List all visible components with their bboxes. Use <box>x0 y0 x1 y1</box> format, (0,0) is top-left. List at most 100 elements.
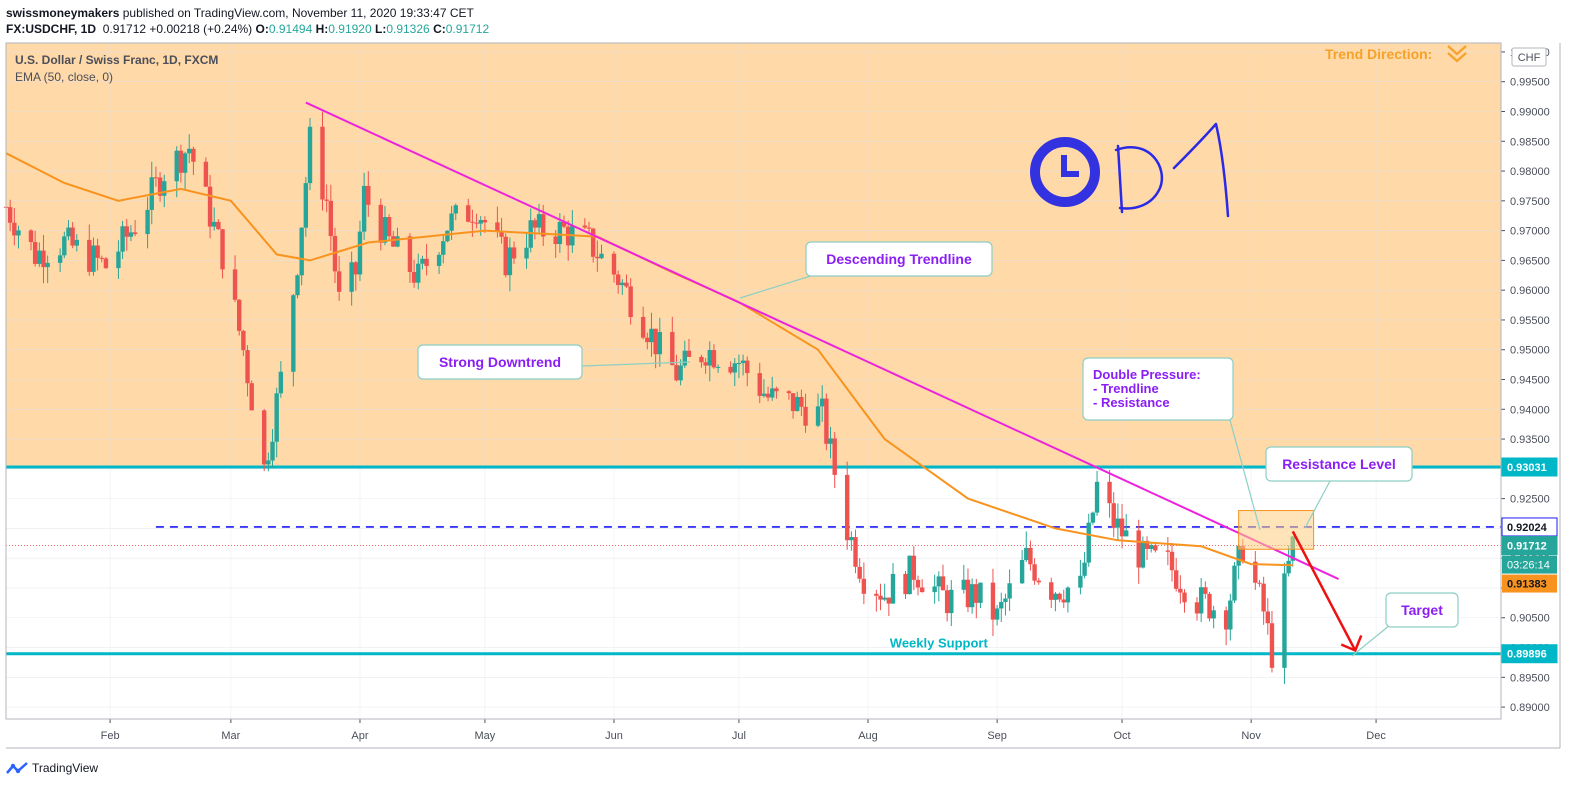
candle[interactable] <box>116 251 121 269</box>
candle[interactable] <box>861 578 867 594</box>
candle[interactable] <box>786 391 792 394</box>
candle[interactable] <box>182 153 188 173</box>
candle[interactable] <box>45 262 50 268</box>
candle[interactable] <box>936 576 942 587</box>
candle[interactable] <box>1119 518 1125 537</box>
candle[interactable] <box>382 217 388 243</box>
candle[interactable] <box>1028 547 1033 565</box>
callout-descending-trendline[interactable] <box>805 241 993 277</box>
candle[interactable] <box>1257 582 1262 584</box>
candle[interactable] <box>1228 600 1233 630</box>
candle[interactable] <box>649 328 654 343</box>
candle[interactable] <box>70 227 75 246</box>
candle[interactable] <box>903 573 908 595</box>
candle[interactable] <box>241 330 246 351</box>
candle[interactable] <box>470 221 475 223</box>
candle[interactable] <box>965 579 971 608</box>
candle[interactable] <box>1032 564 1037 581</box>
candle[interactable] <box>770 388 775 398</box>
candle[interactable] <box>37 250 42 264</box>
candle[interactable] <box>553 236 558 245</box>
candle[interactable] <box>774 388 779 392</box>
candle[interactable] <box>307 126 313 184</box>
candle[interactable] <box>378 204 383 243</box>
candle[interactable] <box>745 360 750 374</box>
candle[interactable] <box>645 337 650 343</box>
candle[interactable] <box>1061 599 1066 603</box>
candle[interactable] <box>12 222 17 236</box>
candle[interactable] <box>1036 580 1041 583</box>
candle[interactable] <box>1140 540 1146 568</box>
candle[interactable] <box>907 555 912 595</box>
candle[interactable] <box>41 250 46 268</box>
candle[interactable] <box>270 441 275 461</box>
candle[interactable] <box>686 350 692 357</box>
candle[interactable] <box>87 239 92 272</box>
candle[interactable] <box>1107 481 1112 504</box>
candle[interactable] <box>178 150 184 173</box>
candle[interactable] <box>615 274 621 286</box>
candle[interactable] <box>561 221 567 227</box>
candle[interactable] <box>407 236 413 273</box>
candle[interactable] <box>682 350 687 366</box>
candle[interactable] <box>499 231 504 237</box>
candle[interactable] <box>328 200 334 237</box>
candle[interactable] <box>336 271 342 292</box>
resistance-price-tag[interactable] <box>1501 457 1558 477</box>
candle[interactable] <box>1203 587 1208 594</box>
candle[interactable] <box>940 576 946 591</box>
candle[interactable] <box>411 272 417 283</box>
candle[interactable] <box>441 241 446 255</box>
candle[interactable] <box>424 258 429 266</box>
candle[interactable] <box>1057 593 1062 600</box>
candle[interactable] <box>436 254 442 266</box>
candle[interactable] <box>1253 561 1258 583</box>
candle[interactable] <box>28 230 34 243</box>
candle[interactable] <box>1269 623 1275 668</box>
candle[interactable] <box>915 579 921 588</box>
candle[interactable] <box>511 247 517 259</box>
candle[interactable] <box>978 582 983 603</box>
candle[interactable] <box>886 597 892 604</box>
candle[interactable] <box>524 247 529 259</box>
candle[interactable] <box>790 393 796 412</box>
candle[interactable] <box>320 126 325 200</box>
candle[interactable] <box>474 222 479 224</box>
candle[interactable] <box>1232 565 1237 601</box>
candle[interactable] <box>191 148 196 162</box>
candle[interactable] <box>820 398 825 407</box>
candle[interactable] <box>1136 530 1141 568</box>
candle[interactable] <box>803 406 808 426</box>
candle[interactable] <box>1086 522 1091 563</box>
candle[interactable] <box>391 236 396 247</box>
candle[interactable] <box>1003 598 1008 602</box>
candle[interactable] <box>532 220 538 228</box>
candle[interactable] <box>232 269 238 300</box>
candle[interactable] <box>128 232 134 237</box>
candle[interactable] <box>1265 611 1270 624</box>
candle[interactable] <box>1094 481 1100 513</box>
candle[interactable] <box>478 219 483 224</box>
candle[interactable] <box>32 242 38 264</box>
currency-badge[interactable] <box>1511 47 1547 67</box>
candle[interactable] <box>620 282 625 286</box>
candle[interactable] <box>1236 545 1241 566</box>
candle[interactable] <box>1261 583 1266 612</box>
candle[interactable] <box>386 217 392 237</box>
candle[interactable] <box>145 209 150 235</box>
dashed-level-price-tag[interactable] <box>1501 517 1558 537</box>
candle[interactable] <box>274 393 279 442</box>
candle[interactable] <box>586 227 592 229</box>
candle[interactable] <box>1153 545 1158 551</box>
candle[interactable] <box>1019 560 1025 584</box>
candle[interactable] <box>1065 587 1071 603</box>
candle[interactable] <box>103 258 109 269</box>
candle[interactable] <box>1286 560 1291 574</box>
callout-strong-downtrend[interactable] <box>417 344 583 380</box>
candle[interactable] <box>944 590 950 614</box>
candle[interactable] <box>765 393 771 398</box>
candle[interactable] <box>1173 570 1179 589</box>
candle[interactable] <box>395 236 400 247</box>
candle[interactable] <box>162 181 167 196</box>
